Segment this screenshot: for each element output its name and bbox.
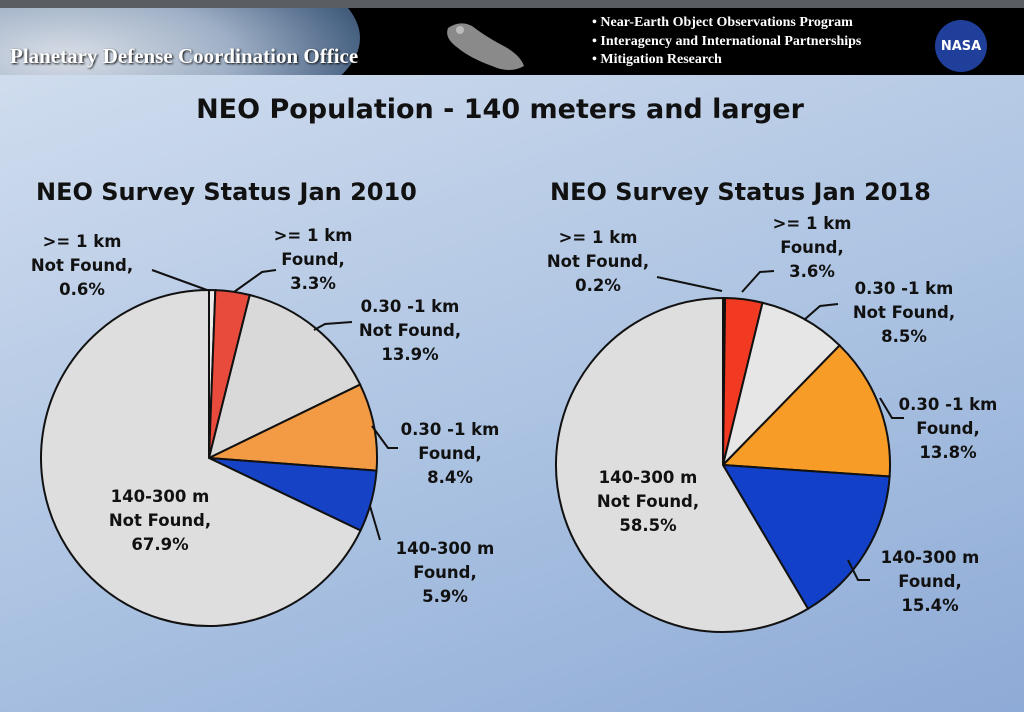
leader-line bbox=[879, 397, 904, 419]
data-label-line: Found, bbox=[413, 563, 477, 582]
data-label-line: Not Found, bbox=[108, 511, 212, 530]
data-label-line: 140-300 m bbox=[395, 539, 495, 558]
data-label-line: 140-300 m bbox=[110, 487, 210, 506]
office-title: Planetary Defense Coordination Office bbox=[10, 44, 359, 68]
pie-2018 bbox=[555, 296, 891, 633]
data-label: 140-300 m Found, 15.4% bbox=[881, 546, 980, 618]
leader-line bbox=[151, 269, 208, 291]
leader-line bbox=[313, 321, 353, 331]
data-label: 0.30 -1 km Found, 8.4% bbox=[401, 418, 500, 490]
program-text: Interagency and International Partnershi… bbox=[600, 33, 862, 49]
data-label-line: 140-300 m bbox=[598, 468, 698, 487]
data-label: >= 1 km Found, 3.6% bbox=[773, 212, 852, 284]
data-label-line: 0.6% bbox=[59, 280, 105, 299]
pie-slice-0-30-1-km-not-found bbox=[207, 293, 362, 460]
pie-slice-0-30-1-km-found bbox=[720, 344, 891, 478]
program-text: Mitigation Research bbox=[600, 52, 722, 67]
program-text: Near-Earth Object Observations Program bbox=[600, 15, 853, 30]
data-label-line: 140-300 m bbox=[880, 548, 980, 567]
data-label-line: Found, bbox=[418, 444, 482, 463]
data-label-line: 0.30 -1 km bbox=[854, 279, 954, 298]
data-label-line: Found, bbox=[281, 250, 345, 269]
data-label-line: >= 1 km bbox=[558, 228, 638, 247]
program-list: • Near-Earth Object Observations Program… bbox=[592, 14, 861, 70]
nasa-logo: NASA bbox=[935, 20, 987, 72]
pie-2010 bbox=[40, 288, 378, 627]
data-label-line: 0.30 -1 km bbox=[898, 395, 998, 414]
data-label: >= 1 km Not Found, 0.2% bbox=[547, 226, 649, 298]
data-label: 140-300 m Found, 5.9% bbox=[396, 537, 495, 609]
chart-title-2018: NEO Survey Status Jan 2018 bbox=[550, 178, 931, 206]
asteroid-image bbox=[447, 23, 524, 70]
data-label-line: Not Found, bbox=[30, 256, 134, 275]
data-label-line: 67.9% bbox=[131, 535, 189, 554]
leader-line bbox=[847, 559, 870, 581]
earth-image bbox=[0, 8, 360, 75]
program-item: • Near-Earth Object Observations Program bbox=[592, 15, 853, 30]
data-label: >= 1 km Found, 3.3% bbox=[274, 224, 353, 296]
data-label-line: 0.30 -1 km bbox=[400, 420, 500, 439]
data-label-line: 0.30 -1 km bbox=[360, 297, 460, 316]
data-label-line: 3.3% bbox=[290, 274, 336, 293]
leader-line bbox=[371, 425, 398, 449]
top-bar bbox=[0, 0, 1024, 8]
data-label-line: Not Found, bbox=[852, 303, 956, 322]
leader-line bbox=[741, 270, 775, 293]
header-banner: Planetary Defense Coordination Office • … bbox=[0, 8, 1024, 75]
leader-line bbox=[369, 505, 381, 541]
data-label-line: 13.9% bbox=[381, 345, 439, 364]
data-label: 0.30 -1 km Not Found, 13.9% bbox=[359, 295, 461, 367]
pie-slice-140-300-m-found bbox=[721, 463, 891, 611]
leader-line bbox=[233, 269, 277, 293]
data-label-line: Found, bbox=[780, 238, 844, 257]
data-label-line: 5.9% bbox=[422, 587, 468, 606]
data-label-line: 8.4% bbox=[427, 468, 473, 487]
pie-slice-0-30-1-km-found bbox=[205, 383, 378, 472]
pie-slice-140-300-m-not-found bbox=[555, 296, 810, 633]
data-label-line: 3.6% bbox=[789, 262, 835, 281]
data-label: 0.30 -1 km Not Found, 8.5% bbox=[853, 277, 955, 349]
chart-title-2010: NEO Survey Status Jan 2010 bbox=[36, 178, 417, 206]
data-label-line: 8.5% bbox=[881, 327, 927, 346]
data-label: >= 1 km Not Found, 0.6% bbox=[31, 230, 133, 302]
data-label-line: >= 1 km bbox=[273, 226, 353, 245]
data-label: 0.30 -1 km Found, 13.8% bbox=[899, 393, 998, 465]
data-label-line: 0.2% bbox=[575, 276, 621, 295]
nasa-logo-text: NASA bbox=[940, 38, 982, 54]
program-item: • Interagency and International Partners… bbox=[592, 33, 862, 49]
data-label-line: Found, bbox=[898, 572, 962, 591]
slide-title: NEO Population - 140 meters and larger bbox=[196, 94, 804, 125]
data-label-line: Not Found, bbox=[546, 252, 650, 271]
data-label-line: 15.4% bbox=[901, 596, 959, 615]
data-label-line: 58.5% bbox=[619, 516, 677, 535]
leader-line bbox=[803, 303, 839, 321]
data-label-line: >= 1 km bbox=[42, 232, 122, 251]
data-label-line: Found, bbox=[916, 419, 980, 438]
pie-slice-140-300-m-not-found bbox=[40, 288, 362, 627]
data-label-line: >= 1 km bbox=[772, 214, 852, 233]
data-label-line: Not Found, bbox=[358, 321, 462, 340]
program-item: • Mitigation Research bbox=[592, 52, 722, 67]
data-label: 140-300 m Not Found, 58.5% bbox=[597, 466, 699, 538]
data-label-line: 13.8% bbox=[919, 443, 977, 462]
leader-line bbox=[656, 276, 723, 292]
leader-lines bbox=[151, 269, 904, 581]
data-label-line: Not Found, bbox=[596, 492, 700, 511]
data-label: 140-300 m Not Found, 67.9% bbox=[109, 485, 211, 557]
